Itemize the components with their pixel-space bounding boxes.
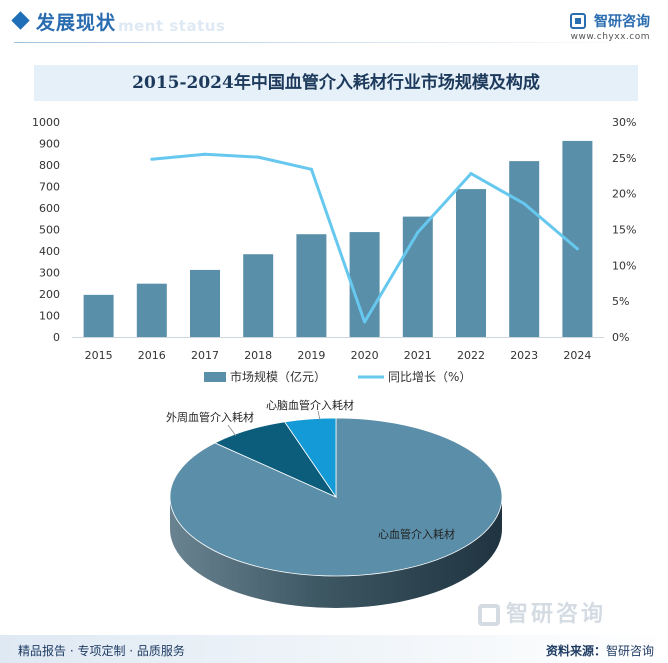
source-value: 智研咨询 (605, 644, 654, 658)
pie-leader-peripheral (227, 424, 237, 437)
watermark: 智研咨询 (478, 596, 606, 628)
pie-label-peripheral: 外周血管介入耗材 (166, 410, 254, 424)
bar (136, 283, 167, 337)
brand: 智研咨询 www.chyxx.com (569, 10, 650, 42)
legend-swatch-bar (204, 372, 226, 382)
section-title: 发展现状 (36, 12, 117, 34)
line-point (363, 320, 367, 324)
section-header: ment status 发展现状 智研咨询 www.chyxx.com (0, 0, 668, 48)
y-right-tick-label: 10% (612, 259, 636, 272)
footer-tagline: 精品报告 · 专项定制 · 品质服务 (18, 644, 185, 658)
bar (296, 234, 327, 337)
bar (509, 161, 540, 337)
bar (456, 189, 486, 337)
line-point (256, 155, 260, 159)
y-left-tick-label: 600 (39, 202, 60, 215)
line-point (522, 202, 526, 206)
bar (190, 269, 220, 337)
y-left-tick-label: 400 (39, 245, 60, 258)
brand-url: www.chyxx.com (570, 31, 650, 42)
section-subtitle: ment status (118, 17, 226, 35)
pie-label-cerebro: 心脑血管介入耗材 (266, 398, 354, 412)
y-right-tick-label: 30% (612, 116, 636, 129)
y-left-tick-label: 1000 (32, 116, 60, 129)
bar (83, 294, 114, 337)
y-right-tick-label: 25% (612, 152, 636, 165)
pie-leader-cerebro (317, 410, 321, 421)
line-point (150, 157, 154, 161)
pie-label-cardio: 心血管介入耗材 (378, 527, 455, 541)
line-point (469, 172, 473, 176)
x-tick-label: 2019 (297, 349, 325, 362)
x-tick-label: 2017 (191, 349, 219, 362)
y-right-tick-label: 5% (612, 295, 629, 308)
line-point (203, 152, 207, 156)
y-left-tick-label: 500 (39, 224, 60, 237)
x-tick-label: 2024 (563, 349, 591, 362)
brand-name: 智研咨询 (594, 13, 650, 30)
x-tick-label: 2020 (351, 349, 379, 362)
line-point (309, 167, 313, 171)
x-tick-label: 2018 (244, 349, 272, 362)
brand-logo-icon (569, 12, 586, 29)
y-right-tick-label: 15% (612, 224, 636, 237)
y-right-tick-label: 0% (612, 331, 629, 344)
y-left-tick-label: 300 (39, 267, 60, 280)
x-tick-label: 2023 (510, 349, 538, 362)
legend-label-line: 同比增长（%） (388, 370, 471, 384)
bar (243, 254, 274, 337)
header-divider (14, 42, 654, 43)
x-tick-label: 2016 (138, 349, 166, 362)
y-left-tick-label: 200 (39, 288, 60, 301)
bar (402, 216, 433, 337)
x-tick-label: 2021 (404, 349, 432, 362)
chart-title: 2015-2024年中国血管介入耗材行业市场规模及构成 (34, 65, 638, 101)
y-left-tick-label: 800 (39, 159, 60, 172)
y-left-tick-label: 900 (39, 138, 60, 151)
footer: 精品报告 · 专项定制 · 品质服务 资料来源：智研咨询 (0, 635, 668, 663)
line-point (575, 247, 579, 251)
y-left-tick-label: 100 (39, 310, 60, 323)
footer-source: 资料来源：智研咨询 (546, 642, 654, 659)
pie-slice (284, 417, 337, 499)
pie-side-wall (170, 497, 502, 608)
watermark-logo-icon (478, 604, 500, 626)
y-left-tick-label: 700 (39, 181, 60, 194)
legend-label-bar: 市场规模（亿元） (230, 369, 326, 384)
x-tick-label: 2015 (85, 349, 113, 362)
y-left-tick-label: 0 (53, 331, 60, 344)
line-point (416, 230, 420, 234)
source-label: 资料来源： (545, 644, 606, 658)
x-tick-label: 2022 (457, 349, 485, 362)
y-right-tick-label: 20% (612, 188, 636, 201)
